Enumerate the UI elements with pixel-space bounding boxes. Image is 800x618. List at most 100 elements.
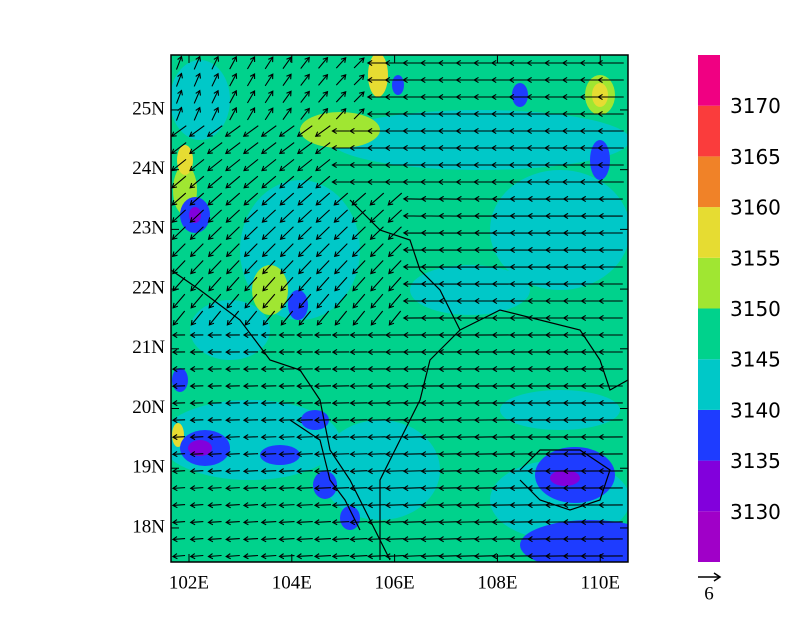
wind-arrow xyxy=(366,178,387,186)
wind-arrow xyxy=(420,519,441,526)
wind-arrow xyxy=(331,434,350,441)
wind-arrow xyxy=(189,348,204,356)
wind-arrow xyxy=(419,144,441,152)
wind-arrow xyxy=(297,175,313,189)
wind-arrow xyxy=(367,519,386,526)
wind-arrow xyxy=(313,331,331,339)
wind-arrow xyxy=(402,502,423,509)
wind-arrow xyxy=(278,331,295,339)
colorbar-box xyxy=(698,409,720,461)
wind-arrow xyxy=(388,293,402,309)
wind-arrow xyxy=(296,125,313,137)
wind-arrow xyxy=(473,365,496,373)
wind-arrow xyxy=(438,246,459,254)
wind-arrow xyxy=(598,552,623,560)
wind-arrow xyxy=(242,400,259,407)
wind-arrow xyxy=(388,260,402,275)
wind-arrow xyxy=(438,195,459,202)
wind-arrow xyxy=(353,57,365,69)
wind-arrow xyxy=(349,451,368,458)
wind-arrow xyxy=(244,293,258,309)
wind-arrow xyxy=(331,468,350,475)
wind-arrow xyxy=(260,383,277,390)
wind-arrow xyxy=(316,310,330,326)
wind-arrow xyxy=(225,331,240,339)
wind-arrow xyxy=(438,280,459,288)
wind-arrow xyxy=(315,226,330,240)
wind-arrow xyxy=(420,366,441,373)
wind-arrow xyxy=(331,144,350,152)
wind-arrow xyxy=(280,310,294,326)
wind-arrow xyxy=(242,519,259,526)
wind-arrow xyxy=(313,536,332,543)
wind-arrow xyxy=(456,280,477,288)
wind-arrow xyxy=(226,310,240,326)
wind-arrow xyxy=(419,178,441,186)
wind-arrow xyxy=(278,142,295,155)
wind-arrow xyxy=(261,243,276,258)
wind-arrow xyxy=(331,485,350,492)
wind-arrow xyxy=(597,161,624,169)
wind-arrow xyxy=(280,260,294,275)
wind-arrow xyxy=(420,451,441,458)
x-tick-label: 108E xyxy=(477,572,517,593)
wind-arrow xyxy=(224,142,241,155)
wind-arrow xyxy=(313,434,332,441)
wind-arrow xyxy=(473,451,496,458)
wind-arrow xyxy=(420,502,441,509)
wind-arrow xyxy=(244,260,258,275)
wind-arrow xyxy=(189,485,204,492)
colorbar-label: 3160 xyxy=(730,196,781,220)
y-tick-label: 22N xyxy=(132,277,165,298)
wind-arrow xyxy=(456,519,477,526)
wind-arrow xyxy=(225,434,240,441)
wind-arrow xyxy=(420,417,441,424)
wind-arrow xyxy=(229,106,238,121)
wind-arrow xyxy=(349,331,368,339)
wind-arrow xyxy=(264,90,274,104)
wind-arrow xyxy=(207,400,222,407)
wind-arrow xyxy=(367,485,386,492)
wind-arrow xyxy=(598,365,623,373)
wind-arrow xyxy=(331,519,350,526)
wind-arrow xyxy=(189,331,204,339)
wind-arrow xyxy=(229,55,238,70)
wind-arrow xyxy=(335,57,347,69)
wind-arrow xyxy=(331,417,350,424)
y-tick-label: 19N xyxy=(132,457,165,478)
wind-arrow xyxy=(331,451,350,458)
wind-arrow xyxy=(297,209,312,223)
wind-arrow xyxy=(280,293,294,309)
wind-arrow xyxy=(420,297,441,305)
wind-arrow xyxy=(438,553,459,560)
wind-arrow xyxy=(242,468,259,475)
wind-arrow xyxy=(264,107,274,121)
wind-arrow xyxy=(420,263,441,271)
wind-arrow xyxy=(188,142,205,155)
wind-arrow xyxy=(456,451,477,458)
wind-arrow xyxy=(370,260,384,275)
wind-arrow xyxy=(352,276,366,292)
wind-arrow xyxy=(473,417,496,424)
colorbar-box xyxy=(698,359,720,410)
wind-arrow xyxy=(420,348,441,356)
wind-arrow xyxy=(349,127,368,135)
wind-arrow xyxy=(402,434,423,441)
wind-arrow xyxy=(208,310,222,326)
wind-arrow xyxy=(189,502,204,509)
colorbar-box xyxy=(698,308,720,360)
wind-arrow xyxy=(300,56,310,69)
colorbar-label: 3140 xyxy=(730,398,781,422)
wind-arrow xyxy=(369,209,384,223)
wind-arrow xyxy=(438,417,459,424)
wind-arrow xyxy=(225,175,241,189)
wind-arrow xyxy=(388,276,402,292)
wind-arrow xyxy=(171,331,186,339)
wind-arrow xyxy=(419,161,441,169)
wind-arrow xyxy=(207,192,223,206)
wind-arrow xyxy=(246,73,256,87)
wind-arrow xyxy=(456,331,477,339)
wind-arrow xyxy=(598,535,623,543)
wind-arrow xyxy=(207,158,223,172)
wind-arrow xyxy=(315,209,330,223)
